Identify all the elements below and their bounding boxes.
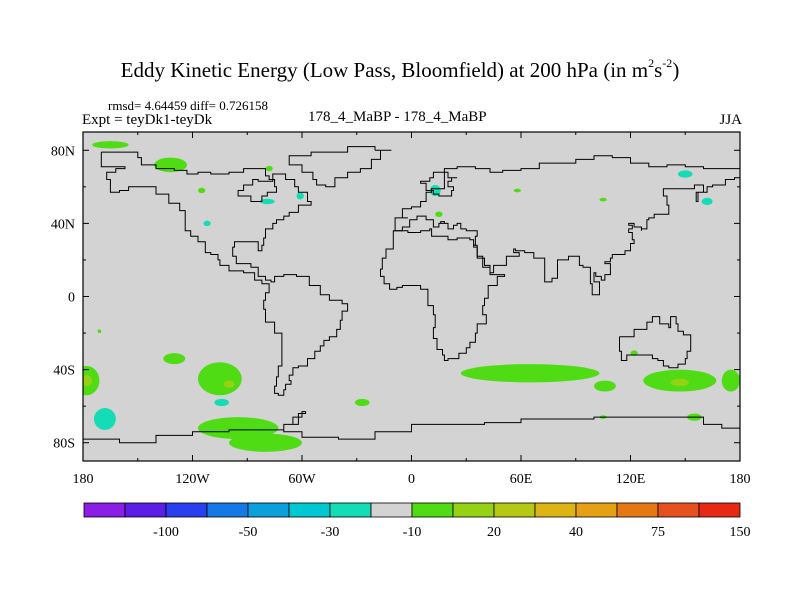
anomaly-patch: [354, 398, 370, 407]
coastline: [100, 151, 349, 396]
anomaly-patch: [197, 187, 206, 194]
anomaly-patch: [260, 198, 275, 205]
colorbar-label: 75: [651, 525, 665, 540]
anomaly-patch: [197, 362, 242, 396]
coastline-layer: [83, 146, 740, 444]
colorbar-swatch: [657, 502, 700, 518]
anomaly-patch: [214, 398, 229, 407]
experiment-label: Expt = teyDk1-teyDk: [82, 112, 213, 128]
coastline: [393, 155, 740, 296]
colorbar-swatch: [411, 502, 454, 518]
colorbar-label: -50: [239, 525, 258, 540]
anomaly-patch: [721, 369, 740, 392]
anomaly-patch: [229, 433, 302, 452]
colorbar-swatch: [206, 502, 249, 518]
axis-layer: 180 120W 60W 0 60E 120E 180 80N 40N 0 40S 80S: [51, 132, 751, 487]
coastline: [380, 228, 506, 361]
colorbar: -100 -50 -30 -10 20 40 75 150: [83, 502, 751, 540]
case-label: 178_4_MaBP - 178_4_MaBP: [308, 109, 487, 125]
coastline: [619, 316, 692, 369]
anomaly-patch: [670, 378, 689, 387]
title-superscript-2: -2: [662, 56, 673, 70]
x-tick-label: 60W: [288, 472, 316, 487]
colorbar-swatch: [124, 502, 167, 518]
anomaly-patch: [83, 375, 93, 387]
x-tick-label: 120W: [175, 472, 210, 487]
anomaly-patch: [97, 329, 102, 334]
title-close: ): [672, 58, 680, 82]
colorbar-label: 40: [569, 525, 583, 540]
coastline: [288, 146, 392, 188]
anomaly-patch: [93, 407, 116, 430]
colorbar-swatch: [165, 502, 208, 518]
y-tick-label: 0: [68, 291, 75, 306]
coastline: [83, 411, 740, 444]
anomaly-patch: [599, 197, 607, 202]
anomaly-patch: [677, 170, 693, 178]
title-text-mid: s: [654, 58, 663, 82]
anomaly-patch: [513, 188, 521, 193]
x-tick-label: 60E: [510, 472, 533, 487]
anomaly-patch: [223, 380, 235, 388]
colorbar-label: -10: [403, 525, 422, 540]
colorbar-swatch: [83, 502, 126, 518]
anomaly-patch: [594, 380, 616, 392]
x-tick-label: 180: [730, 472, 751, 487]
chart-title: Eddy Kinetic Energy (Low Pass, Bloomfiel…: [0, 56, 800, 83]
colorbar-swatch: [534, 502, 577, 518]
colorbar-swatch: [288, 502, 331, 518]
anomaly-patch: [265, 165, 273, 172]
anomaly-patch: [197, 417, 279, 440]
anomaly-patch: [435, 211, 443, 217]
colorbar-swatch: [247, 502, 290, 518]
y-tick-label: 40S: [53, 364, 75, 379]
x-tick-label: 120E: [616, 472, 646, 487]
colorbar-swatch: [698, 502, 741, 518]
y-tick-label: 40N: [51, 217, 75, 232]
anomaly-patch: [701, 197, 713, 206]
x-tick-label: 0: [408, 472, 415, 487]
y-tick-label: 80N: [51, 144, 75, 159]
anomaly-patch: [163, 353, 186, 365]
colorbar-swatch: [452, 502, 495, 518]
colorbar-label: 150: [730, 525, 751, 540]
title-superscript-1: 2: [648, 56, 655, 70]
title-text: Eddy Kinetic Energy (Low Pass, Bloomfiel…: [120, 58, 649, 82]
anomaly-patch: [92, 141, 129, 149]
x-tick-label: 180: [73, 472, 94, 487]
colorbar-swatch: [329, 502, 372, 518]
stats-label: rmsd= 4.64459 diff= 0.726158: [108, 98, 268, 113]
anomaly-patch: [203, 220, 211, 227]
plot-background: [83, 132, 740, 461]
colorbar-swatch: [616, 502, 659, 518]
colorbar-label: -30: [321, 525, 340, 540]
anomaly-patch: [429, 185, 441, 196]
season-label: JJA: [719, 112, 742, 128]
colorbar-swatch: [575, 502, 618, 518]
y-tick-label: 80S: [53, 437, 75, 452]
anomaly-patch: [460, 364, 600, 383]
colorbar-label: -100: [153, 525, 179, 540]
anomaly-patch: [296, 192, 304, 200]
colorbar-swatch: [493, 502, 536, 518]
colorbar-swatch: [370, 502, 413, 518]
colorbar-label: 20: [487, 525, 501, 540]
